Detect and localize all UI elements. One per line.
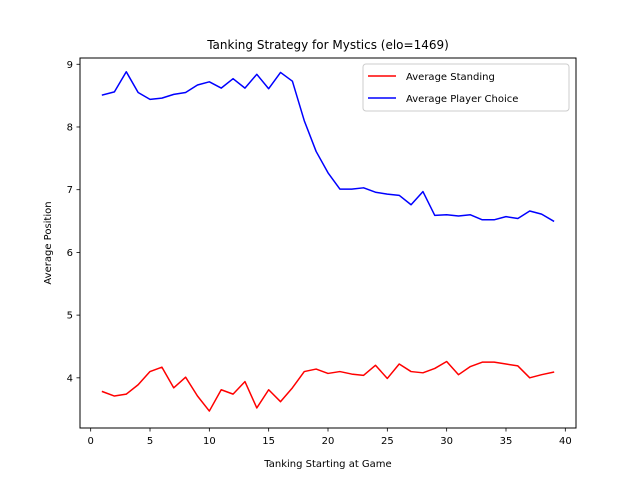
x-tick-label: 35	[500, 436, 513, 447]
y-tick-label: 4	[67, 373, 73, 384]
series-line-average-player-choice	[101, 71, 555, 223]
series-line-average-standing	[101, 360, 555, 412]
y-tick-label: 8	[67, 122, 73, 133]
legend-label-average-player-choice: Average Player Choice	[406, 94, 518, 105]
legend-box	[362, 63, 570, 112]
legend: Average Standing Average Player Choice	[362, 63, 570, 112]
x-tick-label: 15	[262, 436, 275, 447]
y-tick-label: 6	[67, 248, 73, 259]
y-tick-label: 9	[67, 60, 73, 71]
plot-frame	[79, 57, 577, 429]
x-tick-label: 25	[381, 436, 394, 447]
plot-area	[101, 71, 555, 412]
x-tick-label: 0	[87, 436, 93, 447]
x-tick-label: 20	[322, 436, 335, 447]
x-tick-label: 5	[147, 436, 153, 447]
x-tick-label: 30	[440, 436, 453, 447]
x-axis-label: Tanking Starting at Game	[263, 459, 391, 470]
legend-label-average-standing: Average Standing	[406, 72, 495, 83]
chart-title: Tanking Strategy for Mystics (elo=1469)	[206, 38, 449, 52]
y-tick-label: 5	[67, 311, 73, 322]
x-tick-label: 40	[559, 436, 572, 447]
y-axis-label: Average Position	[43, 201, 54, 284]
x-tick-label: 10	[203, 436, 216, 447]
y-tick-label: 7	[67, 185, 73, 196]
